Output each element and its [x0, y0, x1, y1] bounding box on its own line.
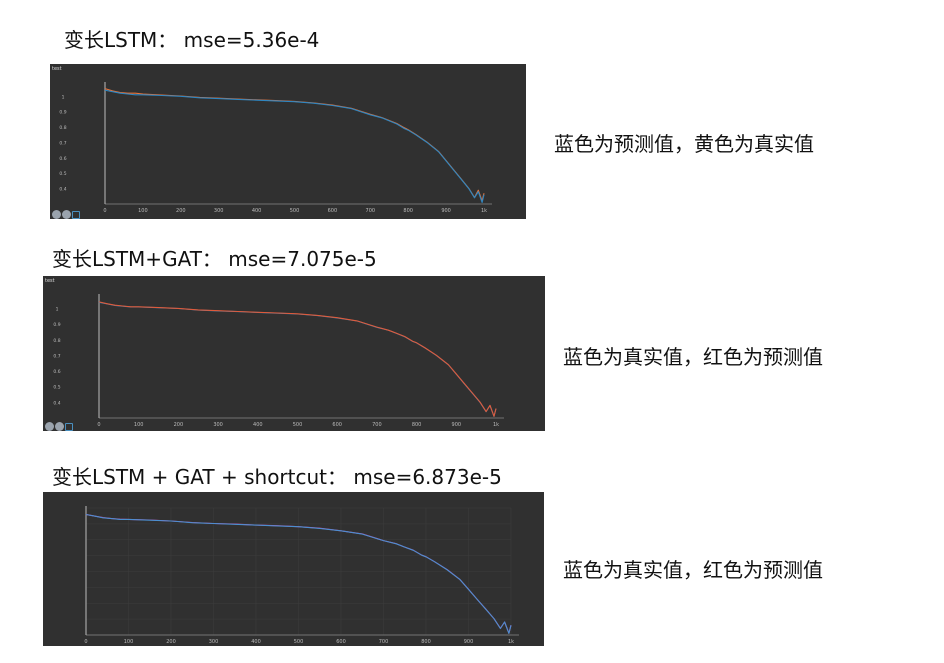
- y-tick-label: 0.9: [59, 110, 66, 116]
- chart-title-1: 变长LSTM： mse=5.36e-4: [64, 28, 320, 52]
- x-tick-label: 300: [214, 208, 224, 214]
- x-tick-label: 1k: [508, 639, 514, 645]
- y-tick-label: 0.5: [53, 385, 60, 391]
- chart-note-1: 蓝色为预测值，黄色为真实值: [554, 132, 814, 156]
- x-tick-label: 800: [412, 422, 422, 428]
- series-line-2: [98, 301, 497, 417]
- y-tick-label: 0.8: [53, 338, 60, 344]
- x-tick-label: 100: [138, 208, 148, 214]
- chart-panel-1: test 0 100 200 300 400 500 600 700 800 900 1k 1 0.9 0…: [50, 64, 526, 219]
- y-tick-label: 0.6: [53, 369, 60, 375]
- chart-panel-2: test 0 100 200 300 400 500 600 700 800 900 1k 1 0.9 0…: [43, 276, 545, 431]
- x-tick-label: 600: [328, 208, 338, 214]
- x-tick-label: 200: [176, 208, 186, 214]
- toolbar-circle-icon[interactable]: [55, 422, 64, 431]
- x-tick-label: 400: [252, 208, 262, 214]
- line-chart-2: 0 100 200 300 400 500 600 700 800 900 1k 1 0.9 0.8 0.7…: [53, 294, 504, 428]
- y-tick-label: 0.9: [53, 322, 60, 328]
- series-line-1: [104, 89, 485, 204]
- series-line-2: [104, 88, 485, 202]
- x-tick-label: 800: [421, 639, 431, 645]
- x-tick-label: 500: [293, 422, 303, 428]
- x-tick-label: 600: [332, 422, 342, 428]
- y-tick-label: 0.6: [59, 156, 66, 162]
- chart-title-3: 变长LSTM + GAT + shortcut： mse=6.873e-5: [52, 465, 502, 489]
- x-tick-label: 200: [166, 639, 176, 645]
- chart-note-2: 蓝色为真实值，红色为预测值: [563, 345, 823, 369]
- chart-tag-1: test: [52, 66, 62, 72]
- x-tick-label: 500: [294, 639, 304, 645]
- y-tick-label: 1: [56, 307, 59, 313]
- x-tick-label: 0: [103, 208, 106, 214]
- x-tick-label: 400: [253, 422, 263, 428]
- chart-toolbar-1[interactable]: [52, 210, 80, 219]
- x-tick-label: 400: [251, 639, 261, 645]
- x-tick-label: 700: [366, 208, 376, 214]
- y-tick-label: 0.5: [59, 171, 66, 177]
- toolbar-circle-icon[interactable]: [52, 210, 61, 219]
- x-tick-label: 500: [290, 208, 300, 214]
- y-tick-label: 1: [62, 94, 65, 100]
- line-chart-3: 0 100 200 300 400 500 600 700 800 900 1k: [84, 506, 519, 645]
- y-tick-label: 0.7: [59, 140, 66, 146]
- x-tick-label: 300: [209, 639, 219, 645]
- chart-tag-2: test: [45, 278, 55, 284]
- series-line-1: [85, 513, 512, 634]
- line-chart-1: 0 100 200 300 400 500 600 700 800 900 1k 1 0.9 0.8 0.7…: [59, 82, 492, 214]
- x-tick-label: 900: [452, 422, 462, 428]
- chart-title-2: 变长LSTM+GAT： mse=7.075e-5: [52, 247, 377, 271]
- x-tick-label: 200: [174, 422, 184, 428]
- x-tick-label: 900: [441, 208, 451, 214]
- x-tick-label: 1k: [481, 208, 487, 214]
- x-tick-label: 900: [464, 639, 474, 645]
- toolbar-square-icon[interactable]: [65, 423, 73, 431]
- x-tick-label: 100: [134, 422, 144, 428]
- x-tick-label: 100: [124, 639, 134, 645]
- toolbar-circle-icon[interactable]: [62, 210, 71, 219]
- chart-note-3: 蓝色为真实值，红色为预测值: [563, 558, 823, 582]
- y-tick-label: 0.7: [53, 353, 60, 359]
- x-tick-label: 1k: [493, 422, 499, 428]
- toolbar-square-icon[interactable]: [72, 211, 80, 219]
- x-tick-label: 800: [403, 208, 413, 214]
- x-tick-label: 600: [336, 639, 346, 645]
- y-tick-label: 0.4: [53, 400, 60, 406]
- x-tick-label: 300: [213, 422, 223, 428]
- x-tick-label: 0: [97, 422, 100, 428]
- y-tick-label: 0.8: [59, 125, 66, 131]
- x-tick-label: 0: [84, 639, 87, 645]
- toolbar-circle-icon[interactable]: [45, 422, 54, 431]
- x-tick-label: 700: [379, 639, 389, 645]
- x-tick-label: 700: [372, 422, 382, 428]
- series-line-1: [98, 301, 497, 417]
- chart-panel-3: 0 100 200 300 400 500 600 700 800 900 1k: [43, 492, 544, 646]
- chart-toolbar-2[interactable]: [45, 422, 73, 431]
- y-tick-label: 0.4: [59, 187, 66, 193]
